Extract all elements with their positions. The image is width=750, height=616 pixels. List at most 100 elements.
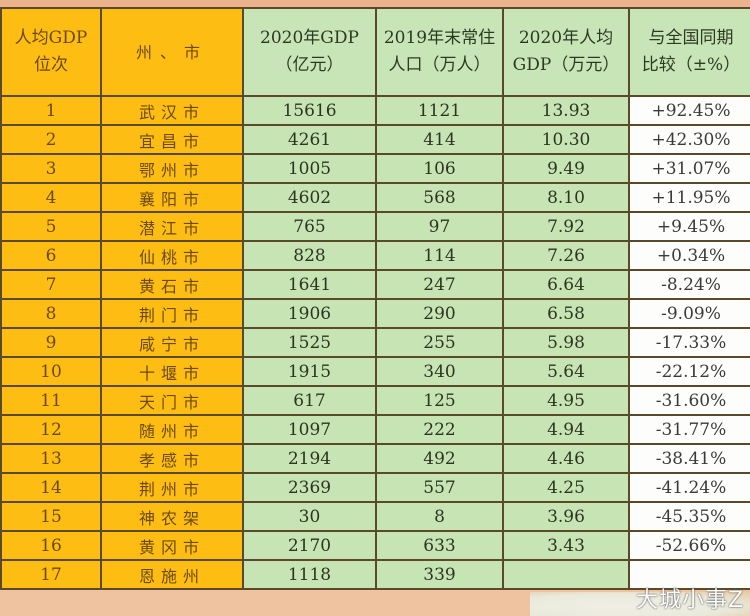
cell-population: 8 bbox=[375, 501, 504, 532]
cell-population: 557 bbox=[375, 472, 504, 503]
table-body: 1 武汉市 15616 1121 13.93 +92.45% 2 宜昌市 4261 414 10.3… bbox=[0, 95, 750, 590]
cell-population: 255 bbox=[375, 327, 504, 358]
cell-gdp-per-capita: 3.96 bbox=[502, 501, 630, 532]
table-row: 2 宜昌市 4261 414 10.30 +42.30% bbox=[0, 124, 750, 155]
header-vs-national: 与全国同期 比较（±%） bbox=[628, 7, 750, 97]
table-row: 8 荆门市 1906 290 6.58 -9.09% bbox=[0, 298, 750, 329]
table-row: 10 十堰市 1915 340 5.64 -22.12% bbox=[0, 356, 750, 387]
cell-rank: 14 bbox=[0, 472, 102, 503]
cell-population: 568 bbox=[375, 182, 504, 213]
gdp-ranking-table: 人均GDP 位次 州、市 2020年GDP （亿元） 2019年末常住 人口（万… bbox=[0, 7, 750, 590]
cell-vs-national: -17.33% bbox=[628, 327, 750, 358]
cell-gdp-per-capita: 9.49 bbox=[502, 153, 630, 184]
cell-city: 孝感市 bbox=[100, 443, 244, 474]
cell-vs-national: +11.95% bbox=[628, 182, 750, 213]
table-row: 11 天门市 617 125 4.95 -31.60% bbox=[0, 385, 750, 416]
cell-city: 潜江市 bbox=[100, 211, 244, 242]
cell-city: 恩施州 bbox=[100, 559, 244, 590]
table-row: 16 黄冈市 2170 633 3.43 -52.66% bbox=[0, 530, 750, 561]
cell-population: 340 bbox=[375, 356, 504, 387]
table-row: 7 黄石市 1641 247 6.64 -8.24% bbox=[0, 269, 750, 300]
cell-city: 天门市 bbox=[100, 385, 244, 416]
cell-city: 咸宁市 bbox=[100, 327, 244, 358]
table-row: 13 孝感市 2194 492 4.46 -38.41% bbox=[0, 443, 750, 474]
cell-city: 襄阳市 bbox=[100, 182, 244, 213]
cell-rank: 12 bbox=[0, 414, 102, 445]
cell-gdp-per-capita: 8.10 bbox=[502, 182, 630, 213]
cell-rank: 8 bbox=[0, 298, 102, 329]
cell-gdp-per-capita: 6.58 bbox=[502, 298, 630, 329]
cell-city: 仙桃市 bbox=[100, 240, 244, 271]
cell-rank: 9 bbox=[0, 327, 102, 358]
cell-population: 339 bbox=[375, 559, 504, 590]
table-row: 5 潜江市 765 97 7.92 +9.45% bbox=[0, 211, 750, 242]
cell-gdp: 1097 bbox=[242, 414, 377, 445]
table-row: 4 襄阳市 4602 568 8.10 +11.95% bbox=[0, 182, 750, 213]
cell-gdp: 15616 bbox=[242, 95, 377, 126]
table-row: 14 荆州市 2369 557 4.25 -41.24% bbox=[0, 472, 750, 503]
cell-gdp-per-capita: 4.95 bbox=[502, 385, 630, 416]
cell-rank: 13 bbox=[0, 443, 102, 474]
cell-population: 125 bbox=[375, 385, 504, 416]
cell-gdp: 4261 bbox=[242, 124, 377, 155]
cell-population: 492 bbox=[375, 443, 504, 474]
cell-rank: 3 bbox=[0, 153, 102, 184]
cell-vs-national: +92.45% bbox=[628, 95, 750, 126]
header-population: 2019年末常住 人口（万人） bbox=[375, 7, 504, 97]
cell-gdp-per-capita: 6.64 bbox=[502, 269, 630, 300]
cell-vs-national: -8.24% bbox=[628, 269, 750, 300]
cell-city: 荆州市 bbox=[100, 472, 244, 503]
cell-gdp: 1005 bbox=[242, 153, 377, 184]
cell-rank: 17 bbox=[0, 559, 102, 590]
cell-population: 114 bbox=[375, 240, 504, 271]
table-row: 12 随州市 1097 222 4.94 -31.77% bbox=[0, 414, 750, 445]
header-city: 州、市 bbox=[100, 7, 244, 97]
table-row: 17 恩施州 1118 339 bbox=[0, 559, 750, 590]
header-gdp-per-capita: 2020年人均 GDP（万元） bbox=[502, 7, 630, 97]
table-row: 3 鄂州市 1005 106 9.49 +31.07% bbox=[0, 153, 750, 184]
cell-gdp-per-capita: 10.30 bbox=[502, 124, 630, 155]
cell-city: 宜昌市 bbox=[100, 124, 244, 155]
header-row: 人均GDP 位次 州、市 2020年GDP （亿元） 2019年末常住 人口（万… bbox=[0, 7, 750, 97]
cell-vs-national: +31.07% bbox=[628, 153, 750, 184]
cell-city: 神农架 bbox=[100, 501, 244, 532]
watermark-text: 大城小事Z bbox=[636, 588, 745, 613]
cell-gdp: 4602 bbox=[242, 182, 377, 213]
cell-vs-national: +0.34% bbox=[628, 240, 750, 271]
cell-city: 鄂州市 bbox=[100, 153, 244, 184]
cell-rank: 2 bbox=[0, 124, 102, 155]
table-row: 15 神农架 30 8 3.96 -45.35% bbox=[0, 501, 750, 532]
cell-rank: 4 bbox=[0, 182, 102, 213]
cell-vs-national: -45.35% bbox=[628, 501, 750, 532]
cell-rank: 15 bbox=[0, 501, 102, 532]
cell-population: 1121 bbox=[375, 95, 504, 126]
cell-population: 106 bbox=[375, 153, 504, 184]
cell-city: 荆门市 bbox=[100, 298, 244, 329]
cell-gdp: 1906 bbox=[242, 298, 377, 329]
cell-gdp-per-capita: 5.98 bbox=[502, 327, 630, 358]
cell-gdp-per-capita: 3.43 bbox=[502, 530, 630, 561]
cell-gdp: 1118 bbox=[242, 559, 377, 590]
cell-rank: 1 bbox=[0, 95, 102, 126]
cell-vs-national: -31.77% bbox=[628, 414, 750, 445]
cell-population: 247 bbox=[375, 269, 504, 300]
cell-gdp: 30 bbox=[242, 501, 377, 532]
cell-city: 武汉市 bbox=[100, 95, 244, 126]
cell-city: 黄冈市 bbox=[100, 530, 244, 561]
cell-rank: 7 bbox=[0, 269, 102, 300]
cell-rank: 11 bbox=[0, 385, 102, 416]
cell-gdp-per-capita: 4.46 bbox=[502, 443, 630, 474]
cell-rank: 6 bbox=[0, 240, 102, 271]
blurred-overlay bbox=[530, 592, 750, 616]
cell-gdp-per-capita: 5.64 bbox=[502, 356, 630, 387]
cell-gdp: 765 bbox=[242, 211, 377, 242]
cell-rank: 10 bbox=[0, 356, 102, 387]
header-rank: 人均GDP 位次 bbox=[0, 7, 102, 97]
cell-city: 十堰市 bbox=[100, 356, 244, 387]
cell-population: 222 bbox=[375, 414, 504, 445]
cell-population: 97 bbox=[375, 211, 504, 242]
cell-rank: 16 bbox=[0, 530, 102, 561]
cell-vs-national: +42.30% bbox=[628, 124, 750, 155]
table-row: 1 武汉市 15616 1121 13.93 +92.45% bbox=[0, 95, 750, 126]
cell-gdp: 2170 bbox=[242, 530, 377, 561]
